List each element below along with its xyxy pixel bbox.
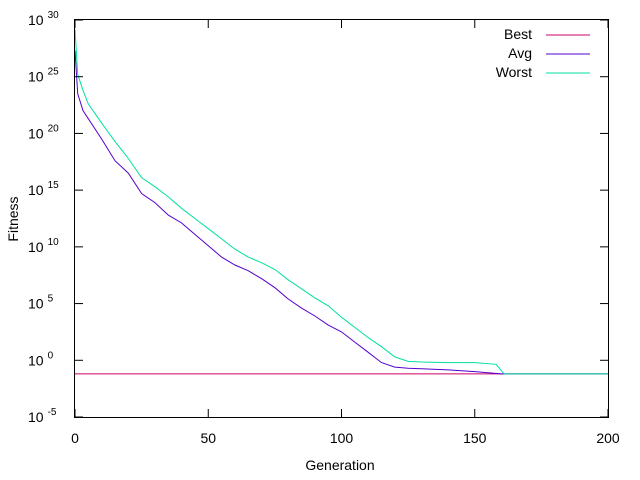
legend-label-worst: Worst bbox=[496, 64, 532, 80]
x-axis-label: Generation bbox=[305, 457, 374, 473]
y-tick-label: 10 15 bbox=[28, 180, 59, 198]
y-tick-label: 10 -5 bbox=[28, 407, 57, 425]
y-tick-label: 10 0 bbox=[28, 350, 54, 368]
legend-label-avg: Avg bbox=[508, 45, 532, 61]
x-tick-label: 100 bbox=[330, 430, 354, 446]
x-tick-label: 50 bbox=[200, 430, 216, 446]
y-tick-label: 10 5 bbox=[28, 294, 54, 312]
series-line-worst bbox=[74, 29, 608, 375]
y-tick-label: 10 10 bbox=[28, 237, 59, 255]
y-tick-label: 10 20 bbox=[28, 123, 59, 141]
x-ticks: 0 50 100 150 200 bbox=[71, 20, 620, 446]
plot-frame bbox=[74, 19, 609, 418]
y-tick-label: 10 30 bbox=[28, 10, 59, 28]
x-tick-label: 200 bbox=[596, 430, 620, 446]
y-axis-label: Fitness bbox=[5, 196, 21, 241]
y-tick-label: 10 25 bbox=[28, 67, 59, 85]
series-line-avg bbox=[74, 50, 608, 375]
x-tick-label: 150 bbox=[463, 430, 487, 446]
series-layer bbox=[74, 29, 608, 375]
legend-label-best: Best bbox=[504, 26, 532, 42]
legend: Best Avg Worst bbox=[496, 26, 590, 80]
x-tick-label: 0 bbox=[71, 430, 79, 446]
